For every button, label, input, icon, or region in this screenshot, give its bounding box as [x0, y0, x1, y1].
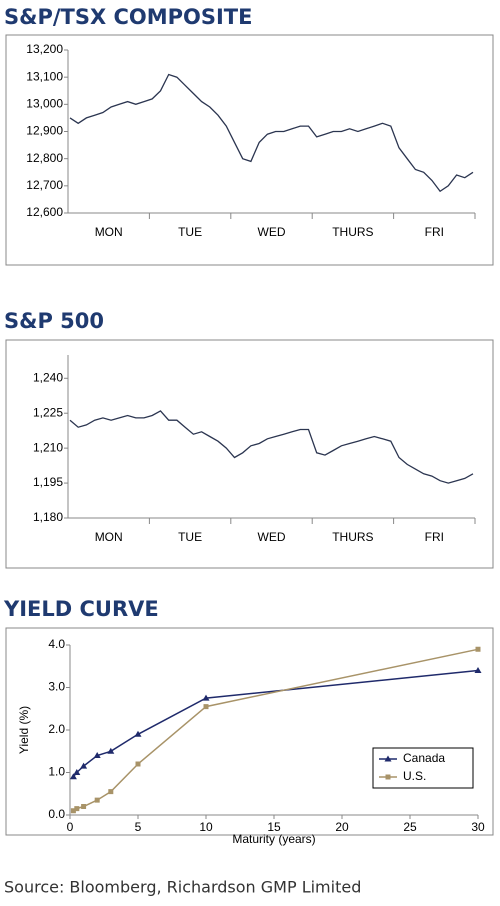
point: [80, 762, 88, 769]
point: [203, 704, 209, 710]
y-tick-label: 4.0: [48, 637, 65, 651]
x-tick-label: 15: [267, 820, 281, 834]
y-tick-label: 1,195: [33, 475, 63, 489]
price-line: [69, 410, 474, 484]
chart-title: S&P/TSX COMPOSITE: [4, 5, 252, 29]
legend-marker: [385, 774, 391, 780]
x-tick-label: 5: [135, 820, 142, 834]
source: Source: Bloomberg, Richardson GMP Limite…: [4, 878, 361, 897]
y-tick-label: 13,000: [26, 97, 63, 111]
x-tick-label: MON: [95, 530, 123, 544]
point: [107, 747, 115, 754]
point: [135, 761, 141, 767]
x-tick-label: FRI: [425, 530, 444, 544]
legend-box: [372, 747, 474, 789]
point: [94, 797, 100, 803]
point: [69, 773, 77, 780]
point: [93, 752, 101, 758]
x-tick-label: TUE: [178, 225, 202, 239]
chart-frame: [5, 627, 494, 836]
point: [202, 694, 210, 701]
y-tick-label: 1,180: [33, 510, 63, 524]
chart-frame: [5, 339, 494, 569]
x-tick-label: THURS: [332, 225, 373, 239]
chart-title: S&P 500: [4, 309, 104, 333]
y-tick-label: 12,800: [26, 151, 63, 165]
x-tick-label: MON: [95, 225, 123, 239]
y-axis-label: Yield (%): [17, 706, 31, 754]
chart-frame: [5, 34, 494, 266]
y-tick-label: 12,700: [26, 178, 63, 192]
point: [108, 789, 114, 795]
y-tick-label: 1,225: [33, 405, 63, 419]
y-tick-label: 3.0: [48, 680, 65, 694]
y-tick-label: 0.0: [48, 807, 65, 821]
y-tick-label: 1,210: [33, 440, 63, 454]
legend-label: Canada: [403, 751, 445, 765]
point: [475, 646, 481, 652]
point: [70, 808, 76, 814]
x-tick-label: 30: [471, 820, 485, 834]
chart-title: YIELD CURVE: [3, 597, 159, 621]
legend-marker: [384, 755, 392, 762]
x-axis-label: Maturity (years): [232, 832, 315, 846]
y-tick-label: 13,200: [26, 42, 63, 56]
point: [73, 769, 81, 775]
point: [74, 806, 80, 812]
y-tick-label: 13,100: [26, 69, 63, 83]
y-tick-label: 2.0: [48, 722, 65, 736]
x-tick-label: TUE: [178, 530, 202, 544]
x-tick-label: THURS: [332, 530, 373, 544]
x-tick-label: 20: [335, 820, 349, 834]
point: [474, 667, 482, 673]
legend-label: U.S.: [403, 769, 426, 783]
x-tick-label: 0: [67, 820, 74, 834]
point: [134, 730, 142, 737]
y-tick-label: 1,240: [33, 370, 63, 384]
x-tick-label: WED: [258, 530, 286, 544]
x-tick-label: 10: [199, 820, 213, 834]
y-tick-label: 1.0: [48, 765, 65, 779]
y-tick-label: 12,900: [26, 124, 63, 138]
x-tick-label: 25: [403, 820, 417, 834]
y-tick-label: 12,600: [26, 205, 63, 219]
point: [81, 804, 87, 809]
x-tick-label: WED: [258, 225, 286, 239]
price-line: [69, 73, 474, 193]
x-tick-label: FRI: [425, 225, 444, 239]
